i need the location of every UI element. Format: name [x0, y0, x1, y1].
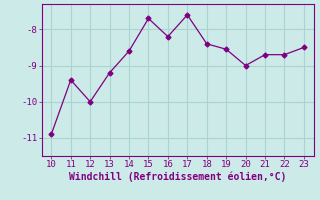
X-axis label: Windchill (Refroidissement éolien,°C): Windchill (Refroidissement éolien,°C) — [69, 172, 286, 182]
